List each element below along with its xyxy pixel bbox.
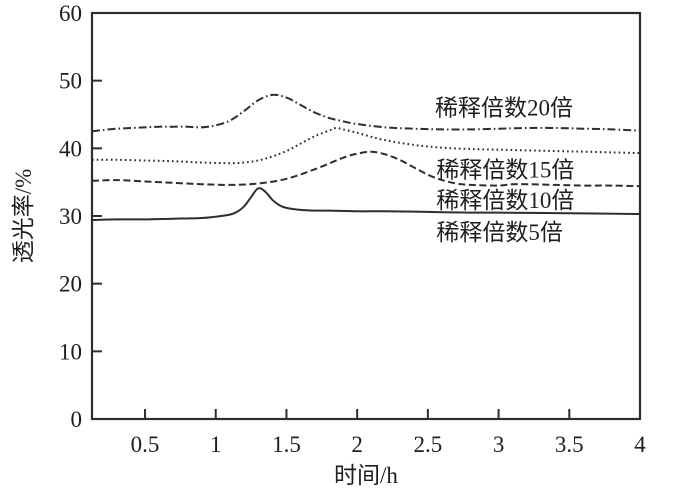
- curve-label-1: 稀释倍数15倍: [436, 157, 574, 182]
- y-axis-tick-label: 40: [59, 136, 82, 161]
- y-axis-tick-label: 30: [59, 204, 82, 229]
- y-axis-title: 透光率/%: [11, 169, 36, 264]
- curve-label-0: 稀释倍数20倍: [435, 96, 573, 121]
- x-axis-tick-label: 2: [351, 432, 363, 457]
- y-axis-tick-label: 60: [59, 1, 82, 26]
- curve-label-3: 稀释倍数5倍: [436, 220, 563, 245]
- y-axis-tick-label: 0: [71, 407, 83, 432]
- plot-border: [90, 11, 642, 421]
- series-line-3: [91, 187, 641, 222]
- x-axis-tick-label: 1.5: [272, 432, 301, 457]
- x-axis-tick-label: 0.5: [131, 432, 160, 457]
- x-axis-tick-label: 3: [493, 432, 505, 457]
- y-axis-tick-label: 10: [59, 339, 82, 364]
- series-line-1: [91, 126, 641, 165]
- x-axis-tick-label: 2.5: [413, 432, 442, 457]
- x-axis-tick-label: 4: [634, 432, 646, 457]
- series-line-0: [91, 93, 641, 133]
- y-axis-tick-label: 50: [59, 69, 82, 94]
- series-line-2: [91, 150, 641, 188]
- curve-label-2: 稀释倍数10倍: [436, 188, 574, 213]
- x-axis-title: 时间/h: [334, 463, 398, 488]
- x-axis-tick-label: 1: [210, 432, 222, 457]
- y-axis-tick-label: 20: [59, 272, 82, 297]
- x-axis-tick-label: 3.5: [555, 432, 584, 457]
